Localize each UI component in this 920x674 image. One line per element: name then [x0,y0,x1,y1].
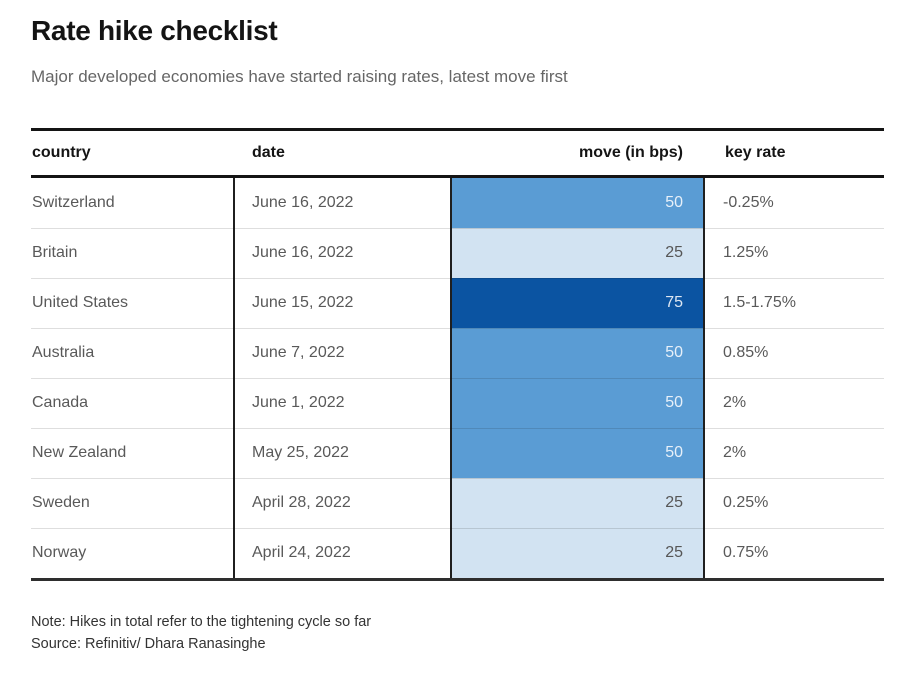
move-bar-cell: 25 [450,478,705,528]
table-row: Australia June 7, 2022 50 0.85% [31,328,884,378]
column-header-date: date [252,144,285,161]
page-title: Rate hike checklist [31,15,278,46]
country-cell: United States [32,294,129,311]
move-bar-cell: 50 [450,378,705,428]
move-bar-cell: 75 [450,278,705,328]
move-bar-cell: 50 [450,428,705,478]
move-bar-cell: 50 [450,178,705,228]
rate-hike-table: country date move (in bps) key rate Swit… [31,128,884,581]
table-row: New Zealand May 25, 2022 50 2% [31,428,884,478]
table-row: Canada June 1, 2022 50 2% [31,378,884,428]
key-rate-cell: 0.85% [723,344,769,361]
key-rate-cell: 0.25% [723,494,769,511]
table-header-row: country date move (in bps) key rate [31,128,884,178]
column-header-key-rate: key rate [725,144,786,161]
key-rate-cell: 1.5-1.75% [723,294,796,311]
source-text: Source: Refinitiv/ Dhara Ranasinghe [31,636,266,652]
date-cell: June 7, 2022 [233,328,450,378]
country-cell: Norway [32,544,87,561]
date-cell: June 16, 2022 [233,178,450,228]
key-rate-cell: 0.75% [723,544,769,561]
page-subtitle: Major developed economies have started r… [31,67,568,86]
page: Rate hike checklist Major developed econ… [31,15,884,655]
table-row: Sweden April 28, 2022 25 0.25% [31,478,884,528]
move-bar-cell: 50 [450,328,705,378]
table-body: Switzerland June 16, 2022 50 -0.25% Brit… [31,178,884,581]
date-cell: April 28, 2022 [233,478,450,528]
footer: Note: Hikes in total refer to the tighte… [31,611,884,655]
country-cell: Canada [32,394,89,411]
key-rate-cell: 2% [723,444,747,461]
date-cell: May 25, 2022 [233,428,450,478]
country-cell: New Zealand [32,444,127,461]
country-cell: Switzerland [32,194,115,211]
move-bar-cell: 25 [450,228,705,278]
column-header-country: country [32,144,91,161]
key-rate-cell: 2% [723,394,747,411]
country-cell: Australia [32,344,95,361]
move-bar-cell: 25 [450,528,705,578]
key-rate-cell: 1.25% [723,244,769,261]
table-row: United States June 15, 2022 75 1.5-1.75% [31,278,884,328]
table-row: Britain June 16, 2022 25 1.25% [31,228,884,278]
country-cell: Britain [32,244,78,261]
date-cell: April 24, 2022 [233,528,450,578]
key-rate-cell: -0.25% [723,194,774,211]
date-cell: June 1, 2022 [233,378,450,428]
column-header-move: move (in bps) [578,144,683,161]
table-row: Norway April 24, 2022 25 0.75% [31,528,884,578]
country-cell: Sweden [32,494,90,511]
date-cell: June 16, 2022 [233,228,450,278]
table-row: Switzerland June 16, 2022 50 -0.25% [31,178,884,228]
note-text: Note: Hikes in total refer to the tighte… [31,614,372,630]
date-cell: June 15, 2022 [233,278,450,328]
